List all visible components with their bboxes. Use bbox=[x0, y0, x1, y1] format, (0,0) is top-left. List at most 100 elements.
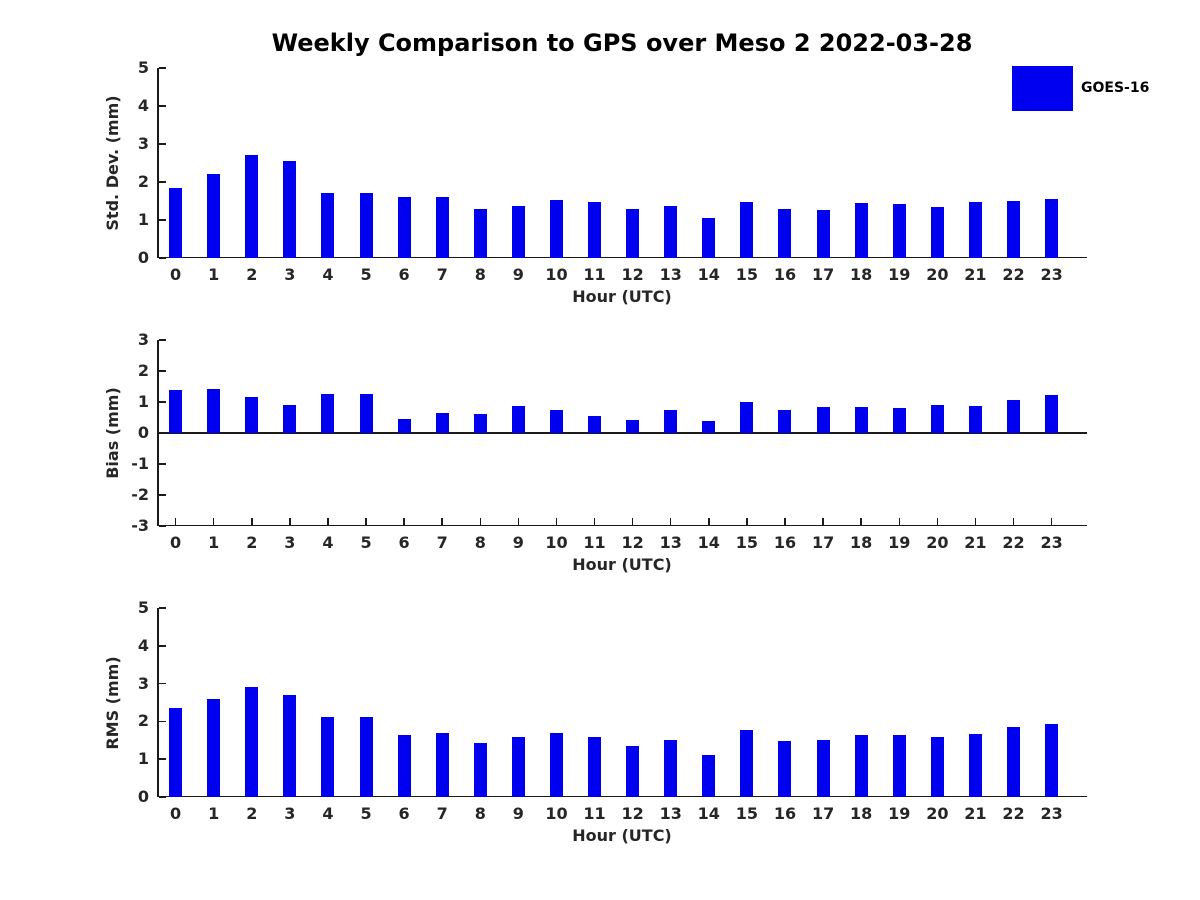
bar-hour-8 bbox=[473, 208, 487, 258]
x-tick bbox=[822, 517, 824, 525]
bar-hour-14 bbox=[702, 755, 716, 797]
x-tick-label: 2 bbox=[246, 533, 258, 552]
bar-hour-0 bbox=[169, 389, 183, 433]
x-tick-label: 12 bbox=[621, 265, 644, 284]
bar-hour-22 bbox=[1007, 727, 1020, 797]
x-tick bbox=[212, 517, 215, 525]
bar-hour-12 bbox=[626, 745, 640, 797]
x-tick-label: 12 bbox=[621, 804, 644, 823]
x-tick-label: 4 bbox=[322, 265, 334, 284]
x-tick-label: 23 bbox=[1040, 265, 1063, 284]
x-tick-label: 22 bbox=[1002, 265, 1025, 284]
bar-hour-7 bbox=[435, 197, 449, 258]
bar-hour-10 bbox=[549, 410, 563, 433]
y-tick-label: 3 bbox=[137, 330, 149, 349]
x-tick-label: 14 bbox=[697, 265, 720, 284]
x-tick-label: 6 bbox=[398, 533, 410, 552]
bar-hour-5 bbox=[359, 716, 373, 797]
bar-hour-13 bbox=[664, 410, 678, 433]
y-axis-spine bbox=[157, 68, 159, 258]
x-tick-label: 21 bbox=[964, 265, 987, 284]
x-tick-label: 22 bbox=[1002, 533, 1025, 552]
bar-hour-6 bbox=[397, 197, 411, 258]
bar-hour-0 bbox=[169, 708, 183, 797]
y-tick bbox=[158, 494, 166, 496]
x-tick-label: 16 bbox=[773, 804, 797, 823]
bar-hour-19 bbox=[892, 408, 906, 433]
y-tick-label: 4 bbox=[137, 96, 149, 115]
bar-hour-15 bbox=[740, 402, 754, 433]
bar-hour-1 bbox=[207, 698, 221, 797]
bar-hour-7 bbox=[435, 412, 449, 433]
bar-hour-22 bbox=[1007, 400, 1020, 433]
x-tick-label: 20 bbox=[926, 804, 949, 823]
bar-hour-14 bbox=[702, 420, 716, 433]
x-axis-label: Hour (UTC) bbox=[572, 826, 672, 845]
y-tick-label: 5 bbox=[137, 598, 149, 617]
x-tick-label: 13 bbox=[659, 804, 682, 823]
x-tick-label: 0 bbox=[170, 265, 182, 284]
x-tick-label: 14 bbox=[697, 804, 720, 823]
x-tick-label: 17 bbox=[811, 533, 835, 552]
y-tick-label: 1 bbox=[137, 749, 149, 769]
bar-hour-17 bbox=[816, 209, 830, 258]
y-axis-label: Std. Dev. (mm) bbox=[103, 95, 122, 231]
bar-hour-21 bbox=[968, 202, 982, 258]
figure-title: Weekly Comparison to GPS over Meso 2 202… bbox=[271, 29, 973, 57]
x-tick bbox=[327, 517, 329, 525]
bar-hour-17 bbox=[816, 406, 830, 433]
y-tick bbox=[158, 143, 166, 145]
legend-swatch-goes16 bbox=[1012, 66, 1073, 111]
x-tick bbox=[174, 517, 177, 525]
x-tick bbox=[669, 517, 672, 525]
y-axis-label: Bias (mm) bbox=[103, 387, 122, 479]
bar-hour-23 bbox=[1045, 395, 1059, 433]
y-axis-label: RMS (mm) bbox=[103, 655, 122, 750]
y-tick-label: 5 bbox=[137, 58, 149, 77]
x-axis-spine bbox=[157, 524, 1087, 526]
bar-hour-5 bbox=[359, 192, 373, 258]
bar-hour-23 bbox=[1045, 724, 1059, 797]
x-tick-label: 15 bbox=[735, 265, 759, 284]
x-tick-label: 3 bbox=[284, 804, 296, 823]
bias-chart: -3 -2 -1 0 1 2 3 0 1 2 3 4 5 6 7 8 9 10 11 12 13 14 15 16 17 18 19… bbox=[103, 332, 1087, 573]
bar-hour-18 bbox=[854, 406, 868, 433]
bar-hour-15 bbox=[740, 729, 754, 797]
x-tick-label: 15 bbox=[735, 533, 759, 552]
x-tick-label: 15 bbox=[735, 804, 759, 823]
bar-hour-18 bbox=[854, 203, 868, 258]
x-tick bbox=[517, 517, 520, 525]
x-tick bbox=[631, 517, 634, 525]
x-tick-label: 23 bbox=[1040, 804, 1063, 823]
y-tick bbox=[158, 720, 166, 723]
bar-hour-2 bbox=[245, 397, 259, 433]
x-tick-label: 4 bbox=[322, 804, 334, 823]
x-tick-label: 7 bbox=[436, 804, 448, 823]
x-tick-label: 6 bbox=[398, 265, 410, 284]
x-tick-label: 3 bbox=[284, 533, 296, 552]
y-tick bbox=[158, 432, 166, 434]
y-tick bbox=[158, 339, 166, 341]
x-tick bbox=[251, 517, 253, 525]
bar-hour-21 bbox=[968, 406, 982, 433]
x-tick bbox=[898, 517, 900, 525]
y-tick-label: 2 bbox=[137, 172, 149, 191]
x-tick bbox=[441, 517, 443, 525]
bar-hour-10 bbox=[549, 732, 563, 797]
bar-hour-4 bbox=[321, 193, 335, 258]
bar-hour-16 bbox=[778, 208, 792, 258]
x-tick bbox=[746, 517, 748, 525]
x-tick-label: 23 bbox=[1040, 533, 1063, 552]
x-tick-label: 12 bbox=[621, 533, 644, 552]
bar-hour-11 bbox=[588, 415, 602, 433]
x-tick-label: 17 bbox=[811, 804, 835, 823]
y-tick-label: 2 bbox=[137, 361, 149, 380]
zero-line bbox=[157, 432, 1087, 434]
stddev-chart: 0 1 2 3 4 5 0 1 2 3 4 5 6 7 8 9 10 11 12 13 14 15 16 17 18 19 20 21… bbox=[103, 60, 1087, 305]
x-tick-label: 4 bbox=[322, 533, 334, 552]
bar-hour-1 bbox=[207, 388, 221, 433]
x-tick bbox=[479, 517, 482, 525]
bar-hour-5 bbox=[359, 393, 373, 433]
bar-hour-1 bbox=[207, 174, 221, 258]
